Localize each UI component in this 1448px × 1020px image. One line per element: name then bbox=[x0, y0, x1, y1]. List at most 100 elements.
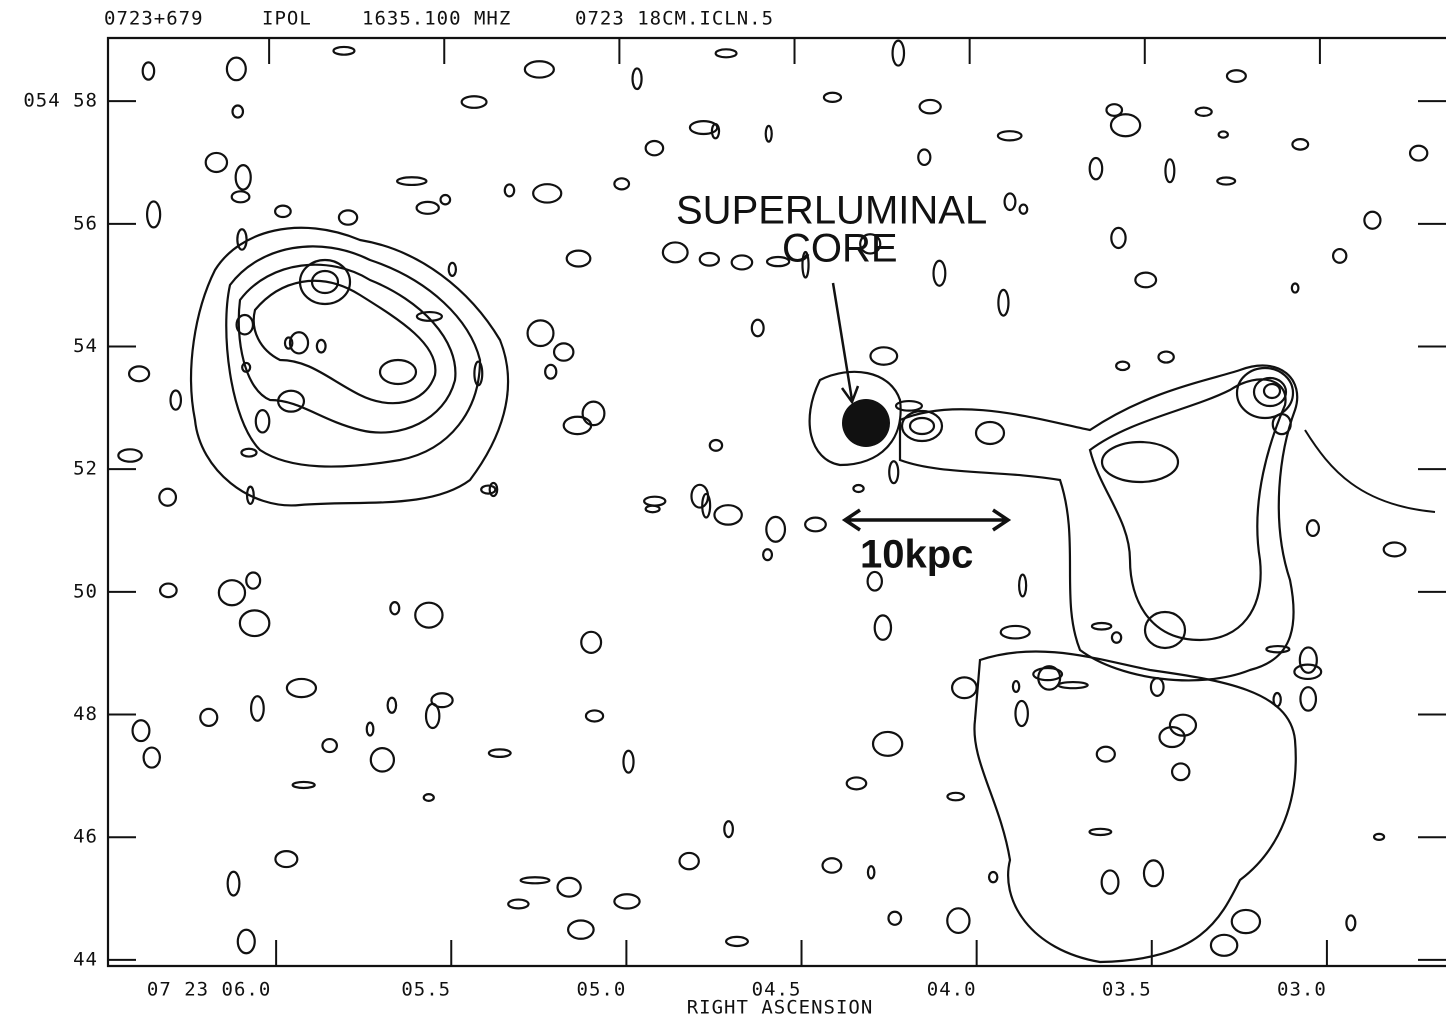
noise-contour bbox=[614, 178, 629, 189]
noise-contour bbox=[462, 96, 487, 108]
noise-contour bbox=[1196, 108, 1212, 116]
annotation-scale: 10kpc bbox=[860, 533, 973, 577]
noise-contour bbox=[1135, 273, 1156, 288]
core bbox=[842, 399, 890, 447]
noise-contour bbox=[805, 518, 826, 532]
noise-contour bbox=[1333, 249, 1346, 263]
noise-contour bbox=[441, 195, 451, 204]
noise-contour bbox=[227, 58, 246, 81]
noise-contour bbox=[583, 402, 605, 425]
contour bbox=[974, 651, 1295, 962]
noise-contour bbox=[1013, 681, 1019, 692]
noise-contour bbox=[724, 821, 733, 837]
noise-contour bbox=[533, 184, 561, 202]
noise-contour bbox=[888, 912, 901, 925]
noise-contour bbox=[644, 497, 665, 506]
y-tick-label: 52 bbox=[73, 458, 98, 480]
noise-contour bbox=[238, 930, 255, 953]
noise-contour bbox=[449, 263, 456, 276]
noise-contour bbox=[1292, 139, 1308, 149]
noise-contour bbox=[1273, 414, 1291, 434]
y-tick-label: 44 bbox=[73, 948, 98, 970]
noise-contour bbox=[1033, 668, 1062, 680]
noise-contour bbox=[118, 449, 141, 461]
noise-contour bbox=[823, 858, 842, 872]
noise-contour bbox=[1116, 362, 1129, 370]
noise-contour bbox=[206, 153, 227, 172]
noise-contour bbox=[586, 710, 603, 721]
noise-contour bbox=[998, 290, 1008, 316]
noise-contour bbox=[171, 391, 181, 410]
noise-contour bbox=[371, 748, 394, 771]
y-tick-label: 50 bbox=[73, 580, 98, 602]
noise-contour bbox=[508, 900, 528, 909]
y-tick-label: 56 bbox=[73, 212, 98, 234]
contour bbox=[1090, 379, 1286, 640]
contour bbox=[1145, 612, 1185, 648]
noise-contour bbox=[1111, 228, 1125, 248]
noise-contour bbox=[766, 126, 772, 142]
y-tick-label: 48 bbox=[73, 703, 98, 725]
contour bbox=[226, 246, 480, 466]
noise-contour bbox=[159, 489, 176, 506]
noise-contour bbox=[732, 255, 752, 269]
contour bbox=[1264, 384, 1280, 398]
x-tick-label: 03.0 bbox=[1277, 979, 1327, 1001]
noise-contour bbox=[322, 739, 336, 752]
noise-contour bbox=[240, 610, 269, 636]
header-pol: IPOL bbox=[262, 8, 312, 30]
noise-contour bbox=[1232, 910, 1260, 933]
noise-contour bbox=[293, 782, 315, 788]
noise-contour bbox=[431, 693, 452, 707]
noise-contour bbox=[766, 517, 785, 542]
noise-contour bbox=[1112, 632, 1121, 642]
noise-contour bbox=[521, 877, 550, 883]
noise-contour bbox=[752, 320, 764, 336]
contours bbox=[118, 41, 1435, 962]
noise-contour bbox=[528, 320, 554, 346]
noise-contour bbox=[568, 920, 594, 938]
noise-contour bbox=[417, 202, 439, 214]
noise-contour bbox=[390, 602, 399, 614]
noise-contour bbox=[1001, 626, 1030, 638]
noise-contour bbox=[726, 937, 748, 946]
noise-contour bbox=[236, 165, 251, 189]
noise-contour bbox=[554, 343, 573, 360]
contour bbox=[910, 418, 934, 434]
contour bbox=[900, 366, 1297, 681]
noise-contour bbox=[505, 184, 514, 196]
noise-contour bbox=[691, 485, 708, 508]
noise-contour bbox=[1097, 747, 1115, 762]
noise-contour bbox=[397, 177, 426, 185]
noise-contour bbox=[129, 366, 149, 381]
noise-contour bbox=[875, 615, 891, 639]
plot-frame bbox=[108, 38, 1446, 966]
contour bbox=[239, 265, 456, 433]
noise-contour bbox=[143, 62, 154, 79]
noise-contour bbox=[1090, 829, 1112, 835]
noise-contour bbox=[424, 794, 434, 801]
noise-contour bbox=[952, 677, 977, 698]
noise-contour bbox=[581, 632, 601, 653]
x-tick-label: 04.0 bbox=[927, 979, 977, 1001]
noise-contour bbox=[1020, 205, 1028, 214]
noise-contour bbox=[947, 793, 964, 801]
x-tick-label: 05.5 bbox=[401, 979, 451, 1001]
noise-contour bbox=[251, 696, 264, 721]
noise-contour bbox=[1364, 212, 1380, 229]
noise-contour bbox=[1384, 543, 1406, 557]
noise-contour bbox=[567, 251, 591, 267]
noise-contour bbox=[228, 872, 240, 896]
annotation-core: CORE bbox=[782, 227, 898, 271]
noise-contour bbox=[1092, 623, 1111, 629]
noise-contour bbox=[388, 698, 396, 713]
noise-contour bbox=[489, 749, 511, 757]
noise-contour bbox=[889, 461, 898, 483]
noise-contour bbox=[1090, 158, 1102, 179]
noise-contour bbox=[716, 49, 737, 57]
header-freq: 1635.100 MHZ bbox=[362, 8, 511, 30]
y-tick-label: 054 58 bbox=[23, 90, 98, 112]
noise-contour bbox=[1274, 693, 1281, 706]
noise-contour bbox=[1005, 193, 1016, 210]
contour bbox=[1102, 442, 1178, 482]
